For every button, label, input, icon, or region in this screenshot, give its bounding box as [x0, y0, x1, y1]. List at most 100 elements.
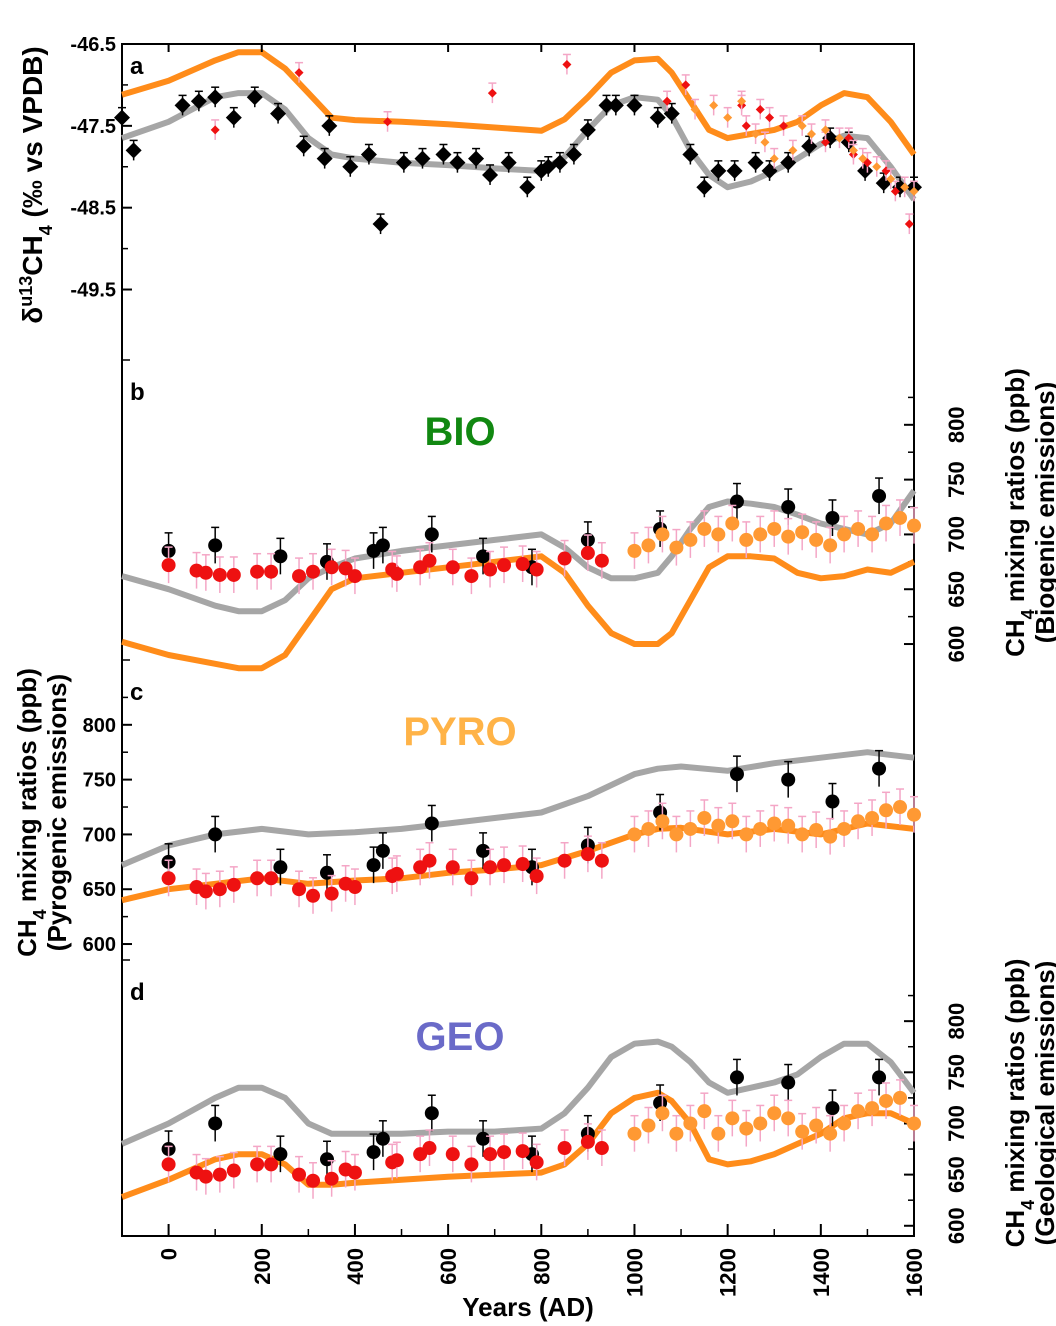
data-point [767, 816, 782, 831]
data-point [435, 146, 452, 163]
data-point [809, 1118, 824, 1133]
data-point [649, 109, 666, 126]
data-point [697, 521, 712, 536]
data-point [375, 1131, 390, 1146]
data-point [710, 162, 727, 179]
data-point [781, 772, 796, 787]
data-point [468, 150, 485, 167]
x-tick-label: 200 [250, 1248, 275, 1285]
data-point [823, 829, 838, 844]
data-point [273, 549, 288, 564]
data-point [893, 800, 908, 815]
data-point [579, 121, 596, 138]
data-point [375, 538, 390, 553]
y-tick-label: 700 [83, 824, 116, 846]
data-point [655, 814, 670, 829]
data-point [872, 1070, 887, 1085]
data-point [476, 1131, 491, 1146]
data-point [729, 767, 744, 782]
data-point [907, 1116, 921, 1131]
y-axis-label-line2: (Biogenic emissions) [1030, 382, 1056, 644]
data-point [557, 853, 572, 868]
y-tick-label: 800 [944, 1003, 969, 1040]
data-point [264, 564, 279, 579]
series-0 [121, 488, 917, 615]
data-point [779, 121, 789, 131]
data-point [809, 532, 824, 547]
data-point [198, 1169, 213, 1184]
data-point [483, 1147, 498, 1162]
data-point [669, 827, 684, 842]
panel-a: a -46.5 -47.5 -48.5 -49.5 δu13CH4 (‰ vs VPDB) [16, 34, 922, 324]
data-point [580, 847, 595, 862]
data-point [198, 565, 213, 580]
data-point [347, 880, 362, 895]
data-point [607, 97, 624, 114]
y-axis-label-line2: (Pyrogenic emissions) [42, 674, 72, 951]
panel-annotation: GEO [416, 1015, 505, 1059]
series-3 [161, 534, 609, 595]
model-line [120, 1089, 916, 1200]
y-tick-label: 750 [83, 770, 116, 792]
data-point [208, 538, 223, 553]
data-point [907, 518, 921, 533]
data-point [696, 179, 713, 196]
data-point [464, 1157, 479, 1172]
data-point [753, 821, 768, 836]
data-point [865, 1101, 880, 1116]
y-axis-label: CH4 mixing ratios (ppb) [1000, 959, 1038, 1248]
series-1 [120, 1089, 916, 1200]
model-line [121, 553, 916, 672]
data-point [246, 89, 263, 106]
data-point [851, 1104, 866, 1119]
data-point [662, 96, 672, 106]
panel-letter: d [130, 979, 145, 1006]
panel-b: b BIO 600 650 700 750 800 CH4 mixing ratios (pp… [121, 368, 1056, 672]
data-point [324, 1171, 339, 1186]
data-point [739, 532, 754, 547]
data-point [264, 1157, 279, 1172]
data-point [739, 827, 754, 842]
data-point [389, 566, 404, 581]
data-point [270, 105, 287, 122]
series-0 [120, 1038, 917, 1147]
data-point [641, 538, 656, 553]
data-point [865, 810, 880, 825]
data-point [198, 884, 213, 899]
data-point [395, 154, 412, 171]
data-point [851, 814, 866, 829]
data-point [476, 843, 491, 858]
data-point [781, 529, 796, 544]
data-point [697, 810, 712, 825]
data-point [723, 113, 733, 123]
x-tick-label: 800 [529, 1248, 554, 1285]
model-line [120, 749, 915, 868]
data-point [823, 538, 838, 553]
data-point [781, 1075, 796, 1090]
x-tick-label: 600 [436, 1248, 461, 1285]
y-tick-label: -48.5 [70, 198, 116, 220]
data-point [729, 1070, 744, 1085]
y-axis-label: δu13CH4 (‰ vs VPDB) [16, 46, 56, 323]
data-point [697, 1104, 712, 1119]
data-point [753, 1116, 768, 1131]
series-4 [627, 1079, 921, 1152]
data-point [273, 860, 288, 875]
y-tick-label: 600 [83, 934, 116, 956]
data-point [372, 216, 389, 233]
x-axis: 0 200 400 600 800 1000 1200 1400 1600 [157, 44, 927, 1297]
y-tick-label: 700 [944, 1105, 969, 1142]
data-point [515, 557, 530, 572]
data-point [389, 866, 404, 881]
data-point [795, 827, 810, 842]
data-point [515, 1144, 530, 1159]
data-point [788, 145, 798, 155]
panel-annotation: PYRO [403, 710, 516, 754]
data-point [709, 100, 719, 110]
data-point [801, 138, 818, 155]
data-point [893, 1090, 908, 1105]
data-point [747, 154, 764, 171]
y-tick-label: -47.5 [70, 116, 116, 138]
y-tick-label: 750 [944, 1054, 969, 1091]
data-point [681, 80, 691, 90]
